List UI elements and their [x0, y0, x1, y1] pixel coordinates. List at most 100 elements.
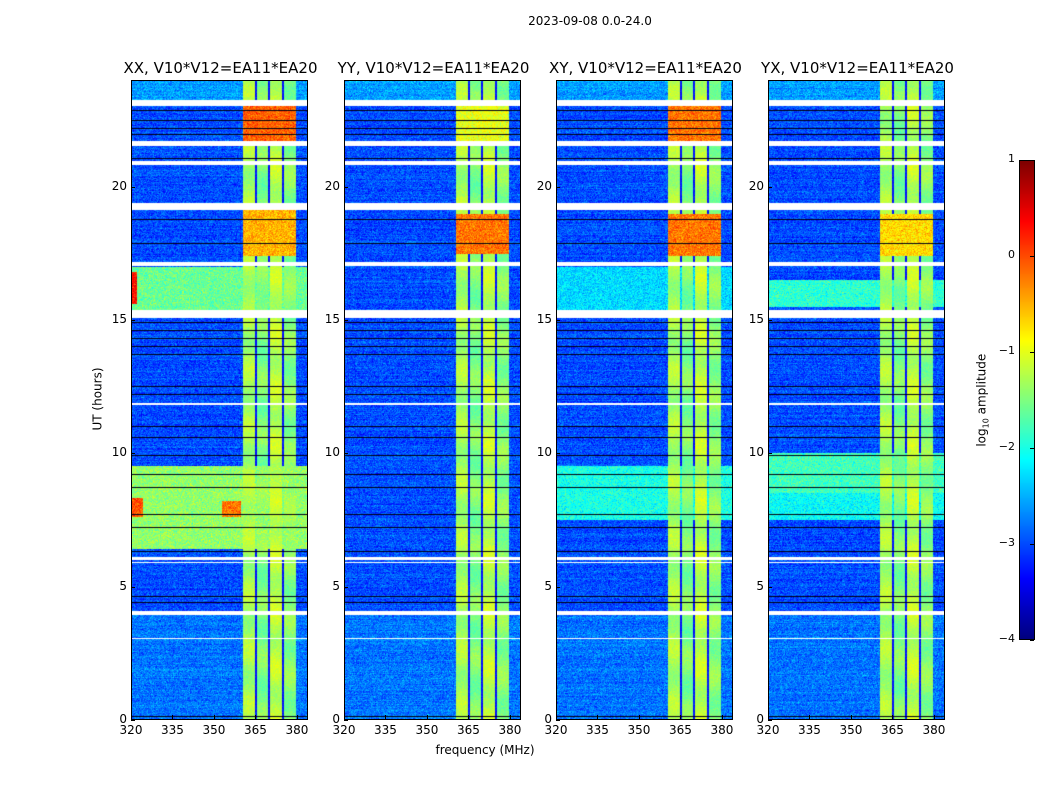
y-tick-mark [768, 186, 772, 188]
heatmap-image [132, 81, 307, 719]
colorbar-label-sub: 10 [981, 418, 991, 429]
colorbar-tick-mark [1030, 160, 1034, 161]
y-tick-label: 0 [756, 712, 764, 726]
colorbar-tick-mark [1030, 544, 1034, 545]
panel-title: YY, V10*V12=EA11*EA20 [337, 59, 530, 77]
y-tick-mark [131, 586, 135, 588]
x-tick-label: 335 [586, 723, 609, 737]
colorbar-tick-mark [1030, 352, 1034, 353]
colorbar-label-rest: amplitude [974, 353, 989, 419]
x-tick-label: 320 [119, 723, 143, 737]
x-tick-label: 365 [669, 723, 692, 737]
colorbar-tick-label: −2 [998, 440, 1015, 453]
y-tick-label: 0 [332, 712, 340, 726]
x-tick-mark [597, 715, 599, 719]
y-tick-label: 10 [536, 445, 552, 460]
x-tick-label: 320 [544, 723, 568, 737]
y-tick-mark [556, 586, 560, 588]
y-tick-label: 0 [119, 712, 127, 726]
heatmap-panel: YX, V10*V12=EA11*EA20 [761, 59, 954, 720]
x-tick-mark [255, 715, 257, 719]
y-tick-label: 15 [324, 312, 340, 326]
y-tick-label: 15 [748, 312, 764, 326]
colorbar-tick-mark [1030, 256, 1034, 257]
heatmap-panel: XX, V10*V12=EA11*EA20 [123, 59, 318, 720]
y-tick-mark [344, 720, 348, 721]
panel-title: XX, V10*V12=EA11*EA20 [123, 59, 318, 77]
heatmap-panel: YY, V10*V12=EA11*EA20 [338, 59, 529, 720]
heatmap-image [769, 81, 944, 719]
y-tick-mark [131, 186, 135, 188]
x-tick-label: 380 [922, 723, 946, 737]
colorbar [1019, 160, 1035, 640]
y-tick-mark [131, 320, 135, 321]
x-tick-label: 365 [881, 723, 904, 737]
y-tick-label: 5 [544, 578, 552, 593]
y-tick-label: 20 [111, 178, 127, 193]
heatmap-panel: XY, V10*V12=EA11*EA20 [549, 59, 742, 720]
colorbar-gradient [1020, 161, 1034, 639]
y-tick-mark [344, 453, 348, 455]
colorbar-tick-label: −3 [998, 536, 1015, 549]
y-tick-label: 10 [324, 445, 340, 460]
y-tick-mark [131, 720, 135, 721]
y-tick-mark [344, 186, 348, 188]
x-tick-label: 350 [839, 723, 863, 737]
y-tick-label: 20 [536, 178, 552, 193]
y-tick-label: 10 [748, 445, 764, 460]
x-tick-label: 380 [285, 723, 309, 737]
heatmap-image [557, 81, 732, 719]
y-tick-mark [556, 186, 560, 188]
x-axis-label: frequency (MHz) [435, 743, 535, 757]
y-tick-label: 5 [332, 578, 340, 593]
panel-title: YX, V10*V12=EA11*EA20 [761, 59, 954, 77]
x-tick-mark [933, 715, 935, 719]
y-tick-mark [768, 320, 772, 321]
x-tick-mark [850, 715, 852, 719]
x-tick-label: 335 [161, 723, 184, 737]
x-tick-label: 335 [798, 723, 821, 737]
x-tick-label: 320 [332, 723, 356, 737]
x-tick-mark [509, 715, 511, 719]
x-tick-mark [344, 715, 345, 719]
y-tick-label: 10 [111, 445, 127, 460]
x-tick-label: 365 [244, 723, 267, 737]
colorbar-tick-label: −4 [998, 632, 1015, 645]
y-tick-mark [556, 720, 560, 721]
y-tick-label: 15 [111, 312, 127, 326]
x-tick-label: 320 [756, 723, 780, 737]
y-tick-mark [768, 453, 772, 455]
x-tick-label: 365 [457, 723, 480, 737]
x-tick-label: 380 [498, 723, 522, 737]
y-tick-label: 5 [756, 578, 764, 593]
colorbar-tick-label: 0 [1008, 248, 1015, 261]
x-tick-label: 380 [710, 723, 734, 737]
x-tick-mark [680, 715, 682, 719]
x-tick-mark [809, 715, 811, 719]
y-tick-label: 20 [324, 178, 340, 193]
colorbar-tick-mark [1030, 640, 1034, 641]
x-tick-label: 350 [415, 723, 439, 737]
x-tick-mark [426, 715, 428, 719]
x-tick-mark [296, 715, 298, 719]
colorbar-tick-label: 1 [1008, 152, 1015, 165]
x-tick-mark [768, 715, 769, 719]
x-tick-mark [172, 715, 174, 719]
y-tick-mark [131, 453, 135, 455]
y-tick-mark [768, 586, 772, 588]
y-tick-label: 0 [544, 712, 552, 726]
heatmap-image [345, 81, 520, 719]
y-tick-mark [556, 320, 560, 321]
x-tick-mark [721, 715, 723, 719]
figure-title: 2023-09-08 0.0-24.0 [528, 14, 652, 28]
y-tick-mark [344, 586, 348, 588]
x-tick-mark [892, 715, 894, 719]
x-tick-label: 350 [202, 723, 226, 737]
y-tick-label: 20 [748, 178, 764, 193]
colorbar-tick-label: −1 [998, 344, 1015, 357]
x-tick-mark [638, 715, 640, 719]
y-tick-mark [768, 720, 772, 721]
x-tick-mark [385, 715, 387, 719]
x-tick-label: 335 [374, 723, 397, 737]
